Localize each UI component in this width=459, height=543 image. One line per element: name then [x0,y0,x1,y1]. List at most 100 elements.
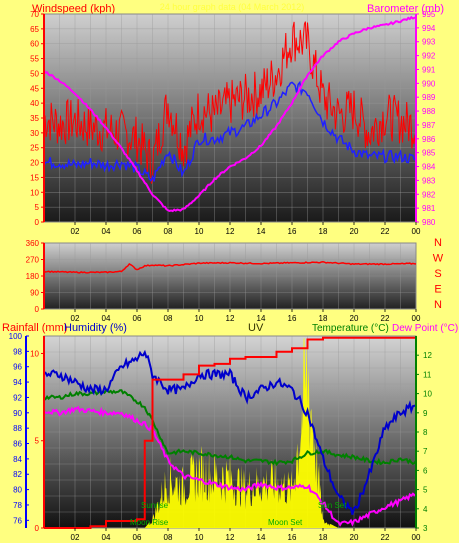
x-tick-label: 16 [288,533,297,542]
wind-pressure-axes: 0 5 10 15 20 25 30 35 40 45 50 55 60 65 70 980 981 982 983… [30,10,436,236]
temp-hum-rain-series [43,336,417,529]
windspeed-tick-label: 30 [30,129,39,138]
barometer-tick-label: 983 [422,176,436,185]
windspeed-tick-label: 15 [30,173,39,182]
barometer-tick-label: 992 [422,52,436,61]
chart-subtitle: 24 hour graph data (04 March 2012) [160,2,305,12]
x-tick-label: 06 [133,314,142,323]
windspeed-tick-label: 35 [30,114,39,123]
wind-average-line [43,80,417,182]
x-tick-label: 10 [195,227,204,236]
barometer-tick-label: 994 [422,24,436,33]
windspeed-tick-label: 20 [30,159,39,168]
x-tick-label: 00 [412,314,421,323]
temperature-tick-label: 5 [423,486,428,495]
humidity-tick-label: 82 [13,470,22,479]
x-tick-label: 04 [102,314,111,323]
x-tick-label: 14 [257,227,266,236]
windspeed-tick-label: 25 [30,144,39,153]
barometer-tick-label: 980 [422,218,436,227]
barometer-tick-label: 982 [422,190,436,199]
wind-panel-grid [44,14,416,222]
windspeed-tick-label: 45 [30,84,39,93]
uv-area [44,337,416,528]
x-tick-label: 02 [71,533,80,542]
humidity-tick-label: 94 [13,378,22,387]
compass-label: N [434,237,442,249]
x-tick-label: 18 [319,227,328,236]
direction-panel-grid [44,243,416,309]
barometer-tick-label: 995 [422,10,436,19]
x-tick-label: 12 [226,314,235,323]
barometer-tick-label: 981 [422,204,436,213]
barometer-tick-label: 988 [422,107,436,116]
windspeed-tick-label: 0 [35,218,40,227]
barometer-line [43,15,417,213]
windspeed-tick-label: 70 [30,10,39,19]
humidity-tick-label: 86 [13,440,22,449]
x-tick-label: 10 [195,533,204,542]
direction-tick-label: 90 [30,289,39,298]
x-tick-label: 12 [226,227,235,236]
x-tick-label: 18 [319,314,328,323]
direction-tick-label: 360 [26,239,40,248]
x-tick-label: 08 [164,227,173,236]
temperature-tick-label: 9 [423,409,428,418]
humidity-tick-label: 98 [13,347,22,356]
annotation-label: Sun Set [318,501,347,510]
x-tick-label: 18 [319,533,328,542]
barometer-axis-title: Barometer (mb) [367,3,444,15]
temperature-tick-label: 3 [423,524,428,533]
barometer-tick-label: 989 [422,93,436,102]
x-tick-label: 04 [102,227,111,236]
temp-hum-rain-axes: 0510767880828486889092949698100345678910… [9,332,433,542]
barometer-tick-label: 986 [422,135,436,144]
annotation-label: Sunrise [141,501,169,510]
humidity-tick-label: 100 [9,332,23,341]
x-tick-label: 02 [71,227,80,236]
x-tick-label: 06 [133,533,142,542]
x-tick-label: 00 [412,227,421,236]
humidity-tick-label: 78 [13,501,22,510]
windspeed-tick-label: 5 [35,203,40,212]
temperature-tick-label: 11 [423,370,432,379]
x-tick-label: 08 [164,314,173,323]
rainfall-axis-title: Rainfall (mm) [2,322,67,334]
rainfall-tick-label: 0 [35,524,40,533]
direction-tick-label: 0 [35,305,40,314]
x-tick-label: 14 [257,314,266,323]
temperature-tick-label: 10 [423,390,432,399]
x-tick-label: 04 [102,533,111,542]
temperature-axis-title: Temperature (°C) [312,323,389,334]
windspeed-tick-label: 10 [30,188,39,197]
humidity-tick-label: 96 [13,363,22,372]
temperature-tick-label: 7 [423,447,428,456]
sun-moon-annotations: Sunrise Moon Rise Sun Set Moon Set [130,501,347,527]
x-tick-label: 22 [381,314,390,323]
humidity-tick-label: 90 [13,409,22,418]
direction-tick-label: 180 [26,272,40,281]
annotation-label: Moon Rise [130,518,169,527]
windspeed-tick-label: 50 [30,69,39,78]
barometer-tick-label: 990 [422,79,436,88]
wind-direction-line [43,261,417,274]
x-tick-label: 02 [71,314,80,323]
compass-label: N [434,299,442,311]
x-tick-label: 06 [133,227,142,236]
humidity-tick-label: 92 [13,393,22,402]
humidity-tick-label: 76 [13,516,22,525]
x-tick-label: 16 [288,314,297,323]
windspeed-tick-label: 40 [30,99,39,108]
compass-label: E [434,284,441,296]
humidity-tick-label: 84 [13,455,22,464]
x-tick-label: 00 [412,533,421,542]
humidity-line [43,349,416,515]
barometer-tick-label: 987 [422,121,436,130]
dewpoint-line [43,405,417,527]
x-tick-label: 20 [350,533,359,542]
windspeed-tick-label: 55 [30,55,39,64]
wind-direction-series [43,261,417,274]
humidity-axis-title: Humidity (%) [64,322,127,334]
